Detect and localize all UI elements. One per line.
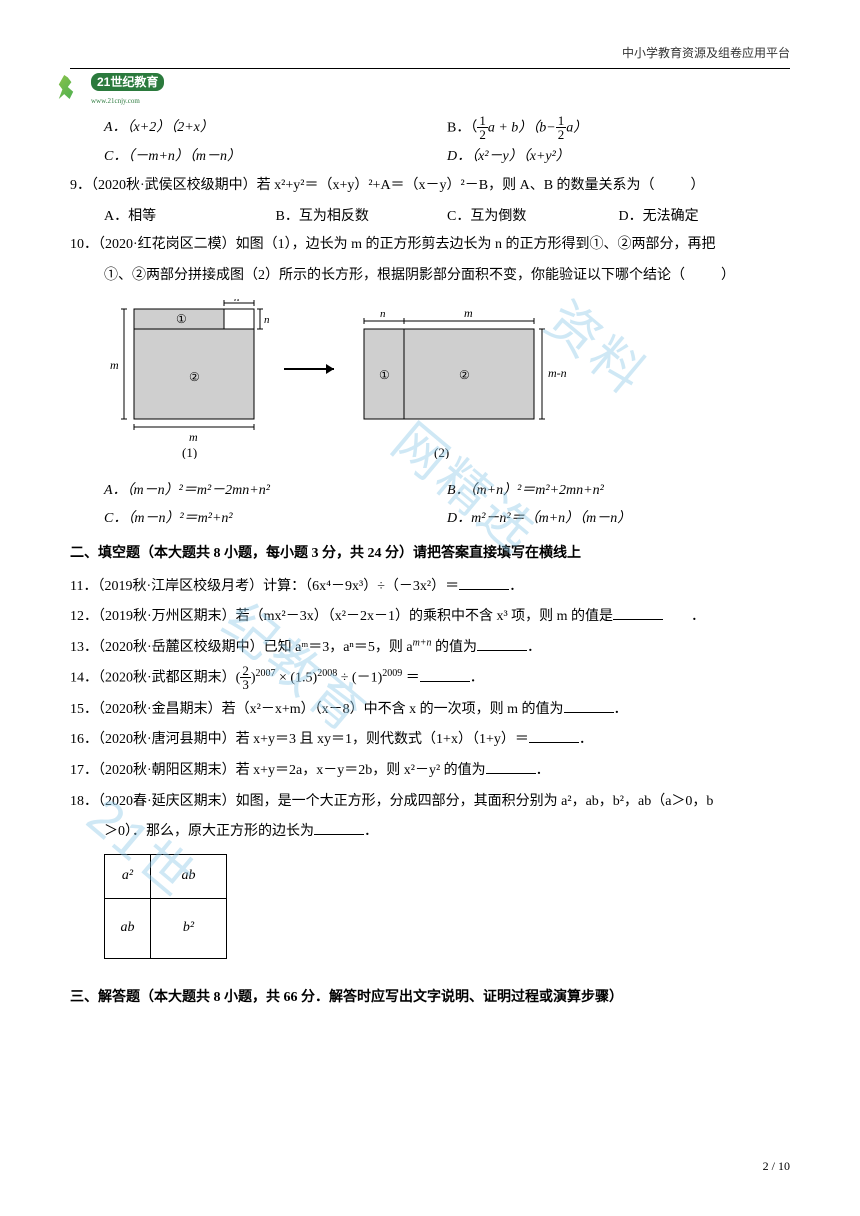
section3-title: 三、解答题（本大题共 8 小题，共 66 分．解答时应写出文字说明、证明过程或演… <box>70 985 790 1012</box>
q10-stem2: ①、②两部分拼接成图（2）所示的长方形，根据阴影部分面积不变，你能验证以下哪个结… <box>70 263 790 290</box>
q8-opt-a: A．（x+2）（2+x） <box>104 115 447 142</box>
page-number: 2 / 10 <box>763 1155 790 1178</box>
logo: 21世纪教育 www.21cnjy.com <box>55 70 164 108</box>
q9-stem: 9．（2020秋·武侯区校级期中）若 x²+y²＝（x+y）²+A＝（x－y）²… <box>70 173 790 200</box>
q8-row2: C．（－m+n）（m－n） D．（x²－y）（x+y²） <box>70 144 790 171</box>
cell-21: ab <box>105 898 151 958</box>
q10-opt-d: D．m²－n²＝（m+n）（m－n） <box>447 506 790 533</box>
svg-text:(2): (2) <box>434 445 449 459</box>
q15: 15．（2020秋·金昌期末）若（x²－x+m）（x－8）中不含 x 的一次项，… <box>70 697 790 724</box>
svg-text:n: n <box>234 299 240 304</box>
q9-opts: A．相等 B．互为相反数 C．互为倒数 D．无法确定 <box>70 204 790 231</box>
q10-stem1: 10．（2020·红花岗区二模）如图（1），边长为 m 的正方形剪去边长为 n … <box>70 232 790 259</box>
q8-opt-d: D．（x²－y）（x+y²） <box>447 144 790 171</box>
q10-row2: C．（m－n）²＝m²+n² D．m²－n²＝（m+n）（m－n） <box>70 506 790 533</box>
q17: 17．（2020秋·朝阳区期末）若 x+y＝2a，x－y＝2b，则 x²－y² … <box>70 758 790 785</box>
q18-line2: ＞0）．那么，原大正方形的边长为． <box>70 819 790 846</box>
header-platform: 中小学教育资源及组卷应用平台 <box>622 42 790 65</box>
svg-text:n: n <box>380 308 386 320</box>
svg-text:m-n: m-n <box>548 366 567 380</box>
q10-svg: ① ② n n m m <box>104 299 584 459</box>
header-rule <box>70 68 790 69</box>
svg-text:②: ② <box>189 370 200 384</box>
logo-url: www.21cnjy.com <box>91 95 164 108</box>
svg-text:(1): (1) <box>182 445 197 459</box>
section2-title: 二、填空题（本大题共 8 小题，每小题 3 分，共 24 分）请把答案直接填写在… <box>70 541 790 568</box>
q8-opt-c: C．（－m+n）（m－n） <box>104 144 447 171</box>
q9-opt-d: D．无法确定 <box>619 204 791 231</box>
cell-12: ab <box>151 854 227 898</box>
logo-brand: 21世纪教育 <box>91 73 164 91</box>
runner-icon <box>55 75 87 103</box>
q8-row1: A．（x+2）（2+x） B．（12a + b）（b−12a） <box>70 115 790 142</box>
svg-text:m: m <box>110 358 119 372</box>
q10-opt-b: B．（m+n）²＝m²+2mn+n² <box>447 478 790 505</box>
svg-text:m: m <box>189 430 198 444</box>
page-content: A．（x+2）（2+x） B．（12a + b）（b−12a） C．（－m+n）… <box>70 115 790 1011</box>
q10-row1: A．（m－n）²＝m²－2mn+n² B．（m+n）²＝m²+2mn+n² <box>70 478 790 505</box>
q13: 13．（2020秋·岳麓区校级期中）已知 aᵐ＝3，aⁿ＝5，则 am+n 的值… <box>70 635 790 662</box>
q10-figure: ① ② n n m m <box>70 299 790 470</box>
logo-text-wrap: 21世纪教育 www.21cnjy.com <box>91 70 164 108</box>
q8-opt-b: B．（12a + b）（b−12a） <box>447 115 790 142</box>
q11: 11．（2019秋·江岸区校级月考）计算：（6x⁴－9x³）÷（－3x²）＝． <box>70 574 790 601</box>
svg-text:②: ② <box>459 368 470 382</box>
svg-text:①: ① <box>379 368 390 382</box>
svg-text:n: n <box>264 314 270 326</box>
q9-opt-a: A．相等 <box>104 204 276 231</box>
cell-22: b² <box>151 898 227 958</box>
q12: 12．（2019秋·万州区期末）若（mx²－3x）（x²－2x－1）的乘积中不含… <box>70 604 790 631</box>
q9-opt-b: B．互为相反数 <box>276 204 448 231</box>
q10-opt-a: A．（m－n）²＝m²－2mn+n² <box>104 478 447 505</box>
svg-text:①: ① <box>176 312 187 326</box>
q14: 14．（2020秋·武都区期末）(23)2007 × (1.5)2008 ÷ (… <box>70 665 790 692</box>
q18-figure: a² ab ab b² <box>104 854 227 959</box>
q9-opt-c: C．互为倒数 <box>447 204 619 231</box>
svg-text:m: m <box>464 306 473 320</box>
cell-11: a² <box>105 854 151 898</box>
q18-line1: 18．（2020春·延庆区期末）如图，是一个大正方形，分成四部分，其面积分别为 … <box>70 789 790 816</box>
q10-opt-c: C．（m－n）²＝m²+n² <box>104 506 447 533</box>
q16: 16．（2020秋·唐河县期中）若 x+y＝3 且 xy＝1，则代数式（1+x）… <box>70 727 790 754</box>
